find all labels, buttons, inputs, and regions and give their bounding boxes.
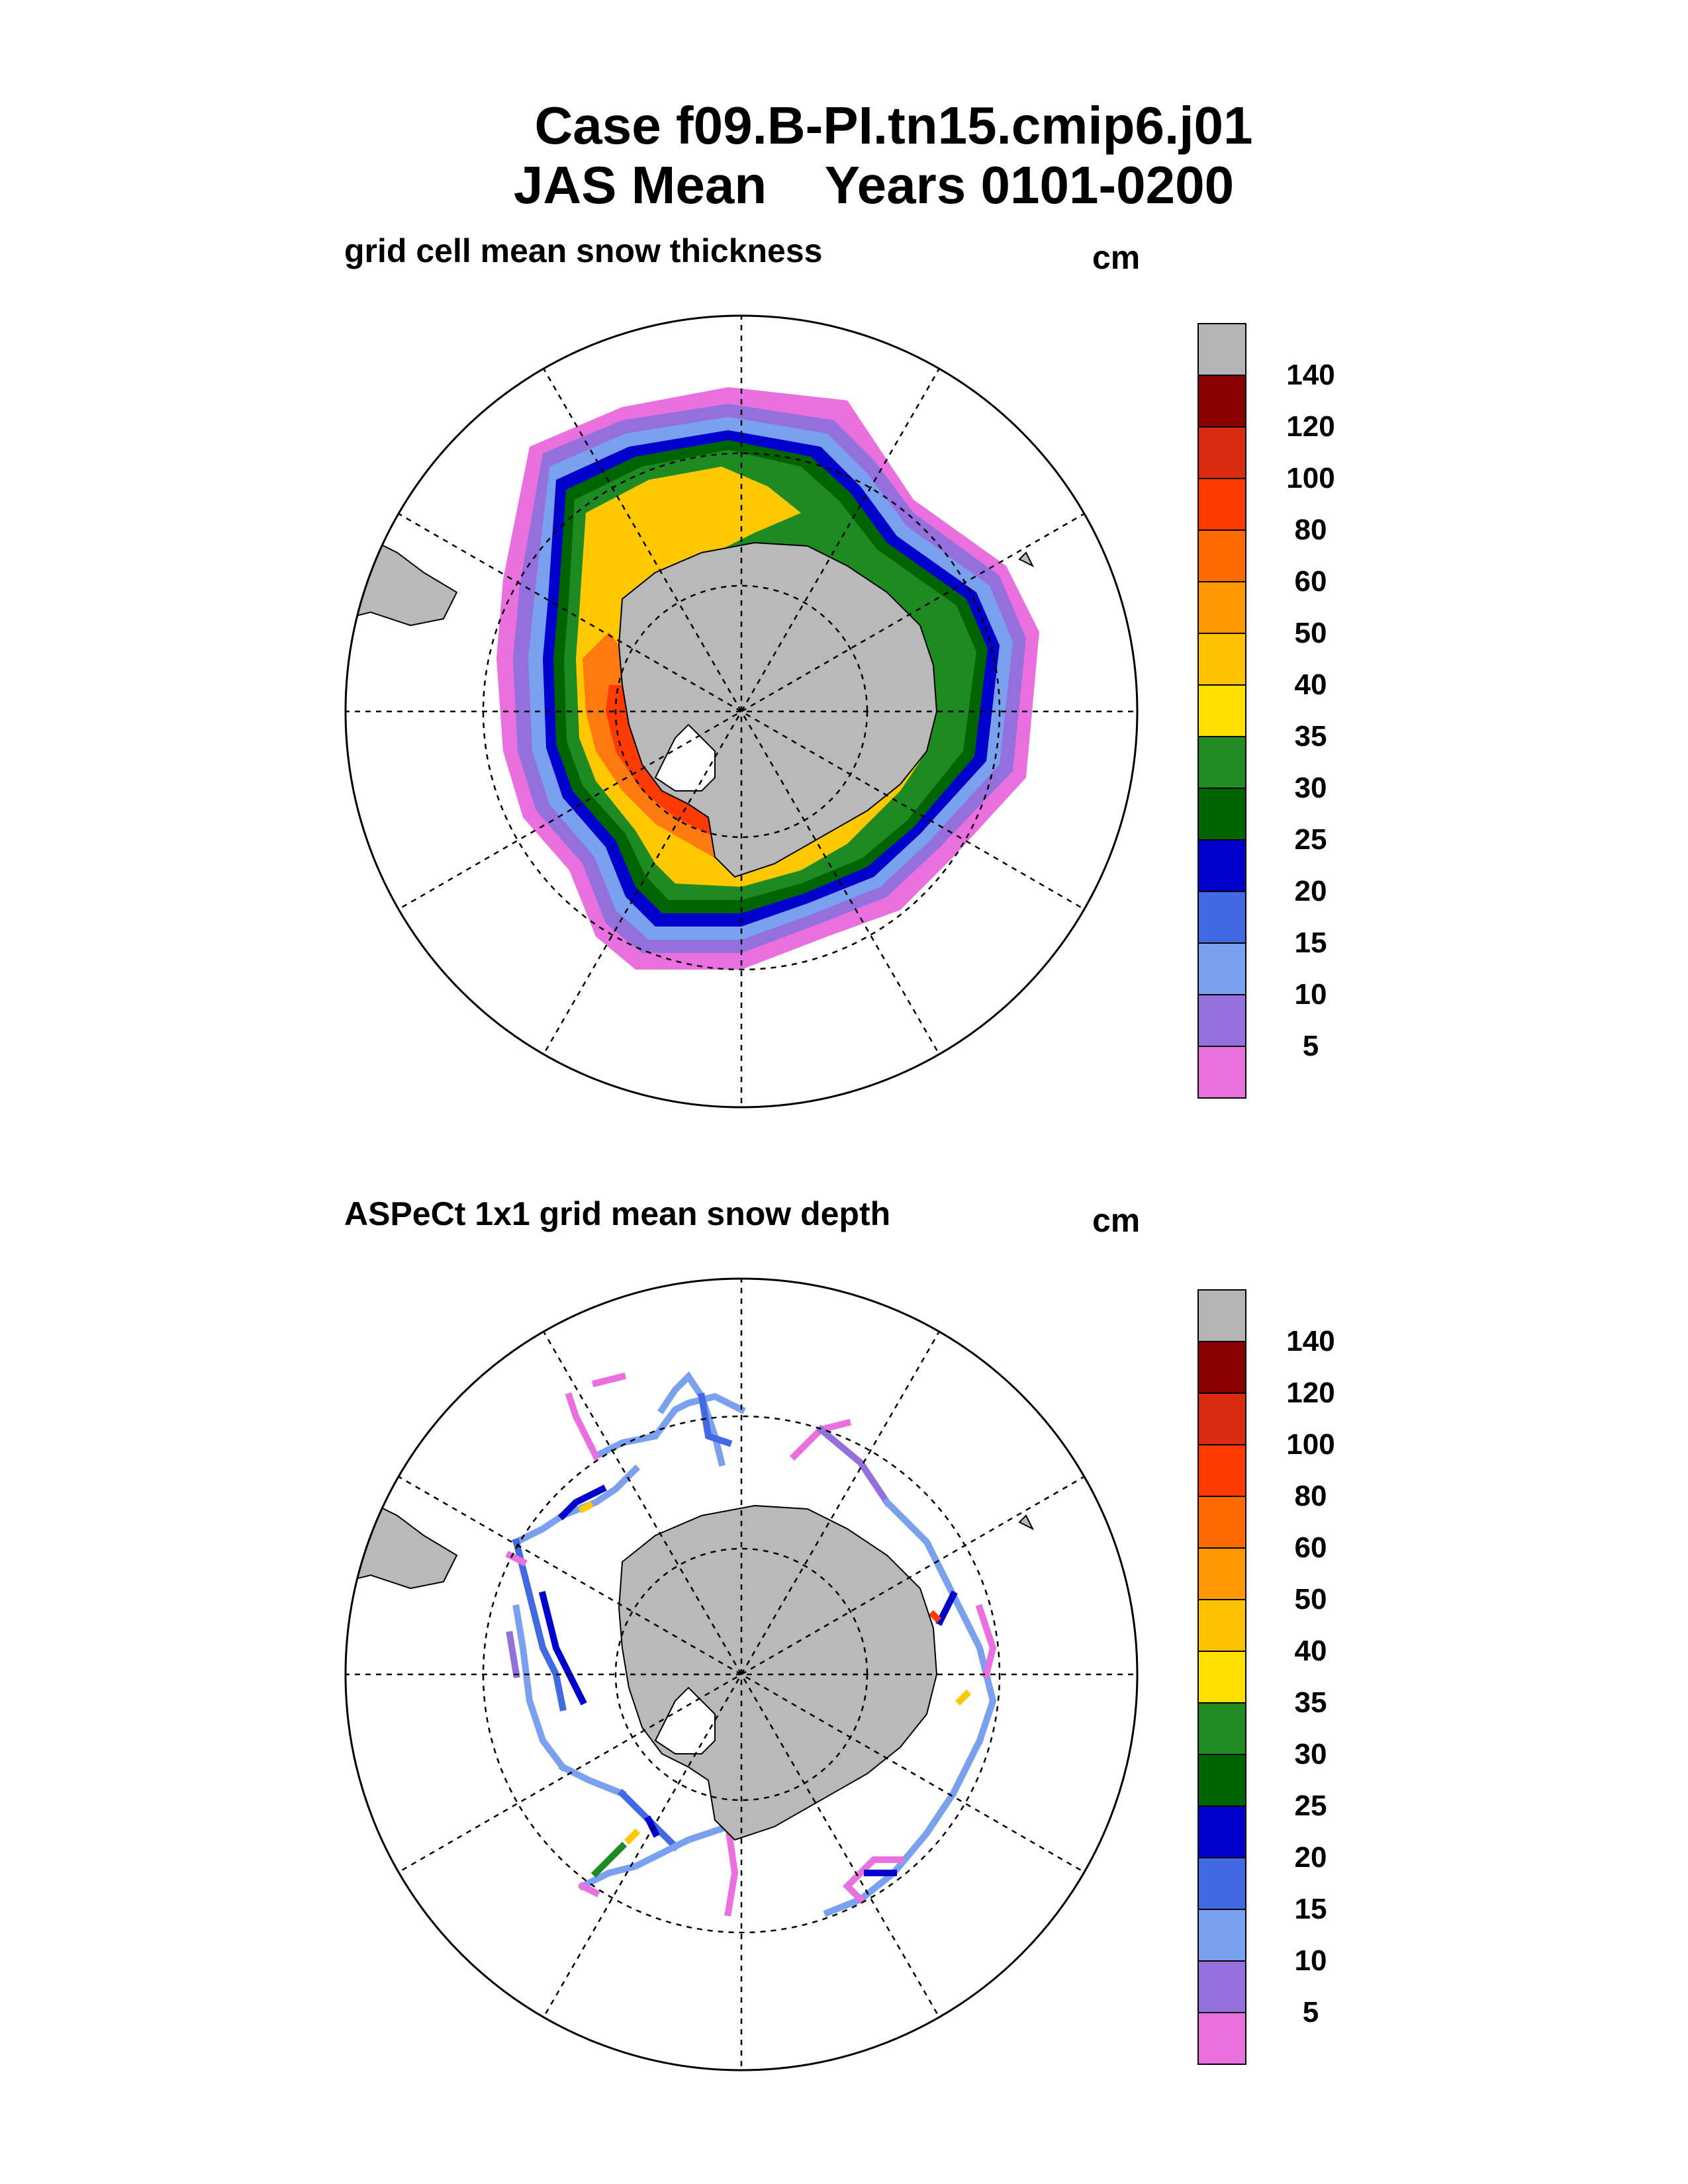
panel1-unit: cm — [1092, 239, 1141, 276]
colorbar2-label-80: 80 — [1295, 1480, 1327, 1512]
colorbar1-swatch-7 — [1197, 684, 1246, 737]
colorbar1-label-40: 40 — [1295, 668, 1327, 701]
colorbar1-label-50: 50 — [1295, 617, 1327, 649]
colorbar2-swatch-6 — [1197, 1599, 1246, 1652]
title-line-2: JAS Mean Years 0101-0200 — [513, 156, 1235, 214]
colorbar2-label-25: 25 — [1295, 1790, 1327, 1822]
colorbar2-swatch-3 — [1197, 1444, 1246, 1497]
colorbar2-label-100: 100 — [1286, 1428, 1335, 1461]
title-line-1: Case f09.B-PI.tn15.cmip6.j01 — [534, 96, 1253, 155]
colorbar-panel1: 140 120 100 80 60 50 40 35 30 25 20 15 10 5 — [1197, 323, 1335, 1099]
colorbar2-swatch-11 — [1197, 1857, 1246, 1910]
colorbar2-label-140: 140 — [1286, 1325, 1335, 1357]
panel1-title: grid cell mean snow thickness — [344, 232, 823, 269]
colorbar2-swatch-8 — [1197, 1702, 1246, 1755]
colorbar1-label-60: 60 — [1295, 565, 1327, 598]
colorbar1-swatch-2 — [1197, 426, 1246, 479]
antarctica-land-2 — [618, 1504, 938, 1841]
aspect-snow-depth-polar-map — [344, 1277, 1139, 2071]
colorbar2-label-10: 10 — [1295, 1944, 1327, 1977]
colorbar2-label-40: 40 — [1295, 1635, 1327, 1667]
colorbar2-swatch-4 — [1197, 1496, 1246, 1549]
graticule — [346, 316, 1137, 1107]
colorbar2-label-20: 20 — [1295, 1841, 1327, 1874]
colorbar1-swatch-12 — [1197, 942, 1246, 995]
colorbar2-swatch-7 — [1197, 1651, 1246, 1704]
colorbar1-swatch-11 — [1197, 891, 1246, 944]
map-boundary-2 — [344, 1277, 1139, 2071]
colorbar1-swatch-4 — [1197, 529, 1246, 582]
colorbar2-swatch-9 — [1197, 1754, 1246, 1807]
colorbar1-swatch-5 — [1197, 581, 1246, 634]
colorbar1-label-30: 30 — [1295, 772, 1327, 804]
colorbar1-swatch-3 — [1197, 478, 1246, 531]
colorbar2-swatch-0 — [1197, 1289, 1246, 1342]
colorbar1-label-10: 10 — [1295, 978, 1327, 1011]
colorbar2-label-60: 60 — [1295, 1531, 1327, 1564]
colorbar2-swatch-14 — [1197, 2012, 1246, 2065]
panel2-unit: cm — [1092, 1202, 1141, 1239]
colorbar2-label-50: 50 — [1295, 1583, 1327, 1615]
colorbar1-label-5: 5 — [1303, 1030, 1319, 1062]
colorbar-panel2: 140 120 100 80 60 50 40 35 30 25 20 15 10 5 — [1197, 1289, 1335, 2065]
panel2-title: ASPeCt 1x1 grid mean snow depth — [344, 1195, 891, 1232]
colorbar1-label-140: 140 — [1286, 359, 1335, 391]
colorbar1-swatch-13 — [1197, 994, 1246, 1047]
colorbar2-swatch-12 — [1197, 1909, 1246, 1962]
colorbar1-label-80: 80 — [1295, 514, 1327, 546]
colorbar1-label-35: 35 — [1295, 720, 1327, 752]
colorbar2-swatch-1 — [1197, 1341, 1246, 1394]
colorbar1-label-15: 15 — [1295, 927, 1327, 959]
colorbar2-label-30: 30 — [1295, 1738, 1327, 1770]
observation-tracks — [505, 1371, 997, 1917]
colorbar1-label-20: 20 — [1295, 875, 1327, 907]
colorbar1-swatch-10 — [1197, 839, 1246, 892]
colorbar1-swatch-6 — [1197, 633, 1246, 686]
colorbar2-label-35: 35 — [1295, 1686, 1327, 1719]
colorbar1-label-120: 120 — [1286, 410, 1335, 443]
colorbar2-swatch-5 — [1197, 1547, 1246, 1600]
colorbar1-swatch-8 — [1197, 736, 1246, 789]
map-boundary — [344, 314, 1139, 1109]
colorbar2-label-15: 15 — [1295, 1893, 1327, 1925]
colorbar2-swatch-2 — [1197, 1392, 1246, 1445]
colorbar2-swatch-10 — [1197, 1805, 1246, 1858]
colorbar1-swatch-0 — [1197, 323, 1246, 376]
colorbar1-swatch-9 — [1197, 788, 1246, 841]
colorbar1-label-100: 100 — [1286, 462, 1335, 494]
colorbar1-swatch-1 — [1197, 375, 1246, 428]
snow-thickness-polar-map — [344, 314, 1139, 1109]
colorbar2-label-120: 120 — [1286, 1377, 1335, 1409]
antarctica-land — [618, 541, 938, 878]
colorbar2-swatch-13 — [1197, 1960, 1246, 2013]
colorbar2-label-5: 5 — [1303, 1996, 1319, 2028]
colorbar1-label-25: 25 — [1295, 823, 1327, 856]
colorbar1-swatch-14 — [1197, 1046, 1246, 1099]
graticule-2 — [346, 1279, 1137, 2070]
